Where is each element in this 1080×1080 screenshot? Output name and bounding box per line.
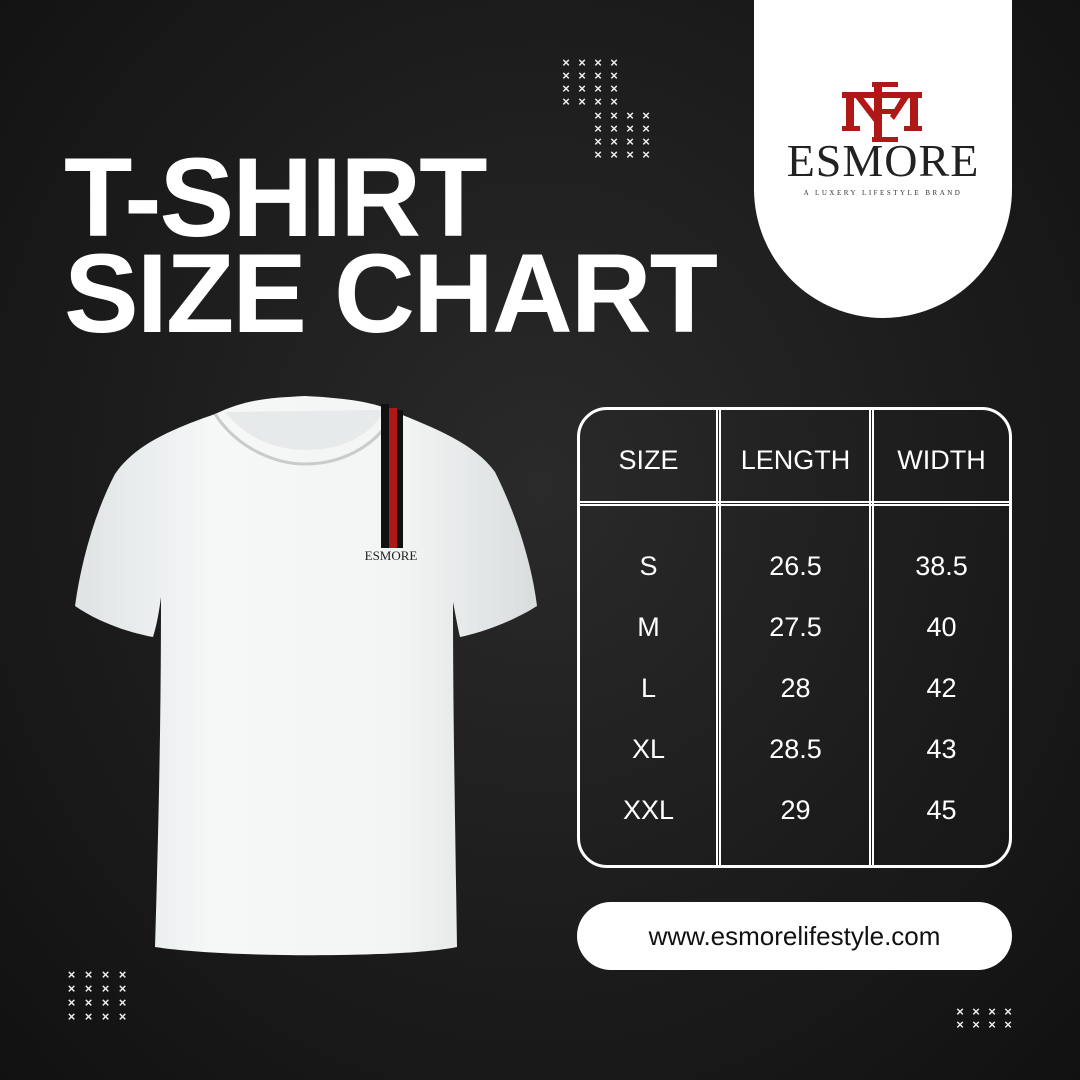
cross-pattern-top-b: × × × × × × × × × × × × × × × × [590, 109, 654, 161]
column-divider [869, 410, 874, 865]
cross-mark: × [594, 55, 602, 70]
cross-mark: × [84, 967, 93, 982]
cross-mark: × [642, 147, 650, 162]
cross-mark: × [626, 147, 634, 162]
stripe-black-left [381, 404, 389, 548]
column-divider [716, 410, 721, 865]
cross-pattern-top-a: × × × × × × × × × × × × × × × × [558, 56, 622, 108]
cell-size: S [639, 551, 658, 581]
cross-mark: × [610, 108, 618, 123]
cross-mark: × [642, 108, 650, 123]
cell-width: 43 [926, 734, 957, 764]
cross-mark: × [67, 967, 76, 982]
cross-mark: × [610, 134, 618, 149]
cell-length: 27.5 [769, 612, 822, 642]
cell-width: 45 [926, 795, 957, 825]
brand-name: ESMORE [786, 135, 980, 186]
cross-mark: × [594, 134, 602, 149]
cell-size: L [640, 673, 657, 703]
cross-mark: × [610, 68, 618, 83]
cross-pattern-bottom-right: × × × × × × × × [952, 1005, 1016, 1031]
cross-mark: × [594, 94, 602, 109]
cross-mark: × [594, 81, 602, 96]
cross-mark: × [578, 68, 586, 83]
cross-mark: × [84, 1009, 93, 1024]
cross-mark: × [118, 1009, 127, 1024]
cross-mark: × [594, 121, 602, 136]
cross-mark: × [118, 995, 127, 1010]
stripe-black-right [397, 410, 403, 548]
cross-mark: × [1004, 1004, 1012, 1019]
cell-length: 28 [780, 673, 811, 703]
cross-mark: × [101, 1009, 110, 1024]
cell-width: 42 [926, 673, 957, 703]
cell-length: 26.5 [769, 551, 822, 581]
cross-mark: × [562, 68, 570, 83]
cross-mark: × [988, 1004, 996, 1019]
cross-mark: × [626, 134, 634, 149]
cross-mark: × [626, 121, 634, 136]
cross-mark: × [610, 147, 618, 162]
cross-mark: × [594, 147, 602, 162]
cross-mark: × [610, 55, 618, 70]
cross-mark: × [956, 1004, 964, 1019]
website-link[interactable]: www.esmorelifestyle.com [577, 902, 1012, 970]
cross-mark: × [101, 967, 110, 982]
cross-mark: × [562, 55, 570, 70]
cross-mark: × [562, 81, 570, 96]
cell-length: 28.5 [769, 734, 822, 764]
size-chart-table: SIZE LENGTH WIDTH S 26.5 38.5 M 27.5 40 L 28 42 X… [577, 407, 1012, 868]
cross-mark: × [610, 94, 618, 109]
stripe-red [389, 408, 397, 548]
monogram-logo-icon [842, 82, 922, 142]
cross-mark: × [578, 55, 586, 70]
header-size: SIZE [618, 445, 679, 475]
cell-width: 40 [926, 612, 957, 642]
cell-length: 29 [780, 795, 811, 825]
header-length: LENGTH [740, 445, 851, 475]
cross-mark: × [956, 1017, 964, 1032]
cross-mark: × [578, 94, 586, 109]
cell-size: M [637, 612, 660, 642]
cross-mark: × [562, 94, 570, 109]
cross-mark: × [101, 995, 110, 1010]
cross-mark: × [594, 68, 602, 83]
cross-mark: × [84, 995, 93, 1010]
cross-mark: × [642, 134, 650, 149]
cross-mark: × [101, 981, 110, 996]
brand-tagline: A LUXERY LIFESTYLE BRAND [803, 189, 963, 197]
cross-mark: × [972, 1017, 980, 1032]
cross-mark: × [84, 981, 93, 996]
cross-pattern-bottom-left: × × × × × × × × × × × × × × × × [63, 968, 131, 1024]
cross-mark: × [118, 981, 127, 996]
cross-mark: × [988, 1017, 996, 1032]
cross-mark: × [626, 108, 634, 123]
cross-mark: × [972, 1004, 980, 1019]
title-line-1: T-SHIRT [64, 135, 488, 260]
cross-mark: × [578, 81, 586, 96]
cell-width: 38.5 [915, 551, 968, 581]
cross-mark: × [67, 1009, 76, 1024]
tshirt-image: ESMORE [75, 396, 537, 956]
cross-mark: × [67, 995, 76, 1010]
cell-size: XL [631, 734, 666, 764]
header-divider [580, 501, 1009, 506]
cross-mark: × [1004, 1017, 1012, 1032]
header-width: WIDTH [897, 445, 986, 475]
shirt-print-logo: ESMORE [365, 548, 418, 563]
title-line-2: SIZE CHART [64, 231, 718, 356]
cross-mark: × [610, 121, 618, 136]
cross-mark: × [642, 121, 650, 136]
cross-mark: × [67, 981, 76, 996]
cross-mark: × [610, 81, 618, 96]
cell-size: XXL [622, 795, 675, 825]
cross-mark: × [118, 967, 127, 982]
logo-card: ESMORE A LUXERY LIFESTYLE BRAND [754, 0, 1012, 318]
cross-mark: × [594, 108, 602, 123]
